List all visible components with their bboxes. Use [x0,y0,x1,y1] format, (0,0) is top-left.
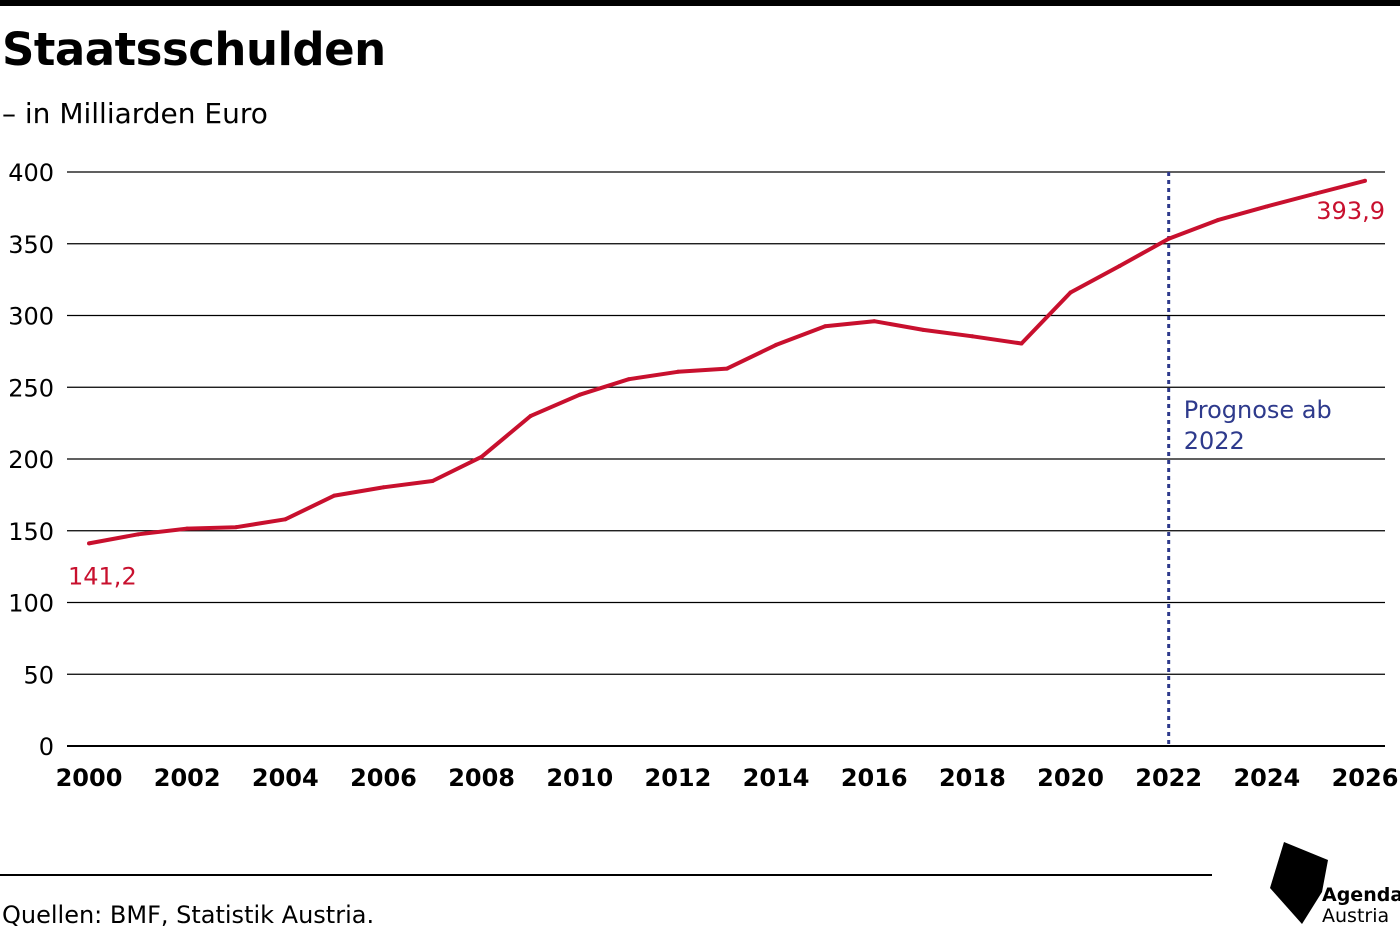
y-tick-label: 0 [39,733,54,761]
data-point [774,342,779,347]
series-line-staatsschulden [88,178,1366,546]
data-point [234,525,239,530]
data-point [87,541,91,546]
x-tick-label: 2012 [645,764,712,792]
x-tick-label: 2008 [448,764,515,792]
data-point [479,454,484,459]
x-tick-label: 2024 [1233,764,1300,792]
y-tick-label: 250 [8,374,54,402]
agenda-austria-logo [1270,842,1328,924]
chart-title: Staatsschulden [2,23,386,76]
data-point [725,366,729,371]
top-rule [0,0,1400,6]
data-point [283,517,288,522]
x-tick-label: 2000 [56,764,123,792]
line-chart: 0 50 100 150 200 250 300 350 400 2000 2002 2004 200… [8,159,1399,792]
start-value-label: 141,2 [68,562,137,590]
x-tick-label: 2026 [1332,764,1399,792]
data-point [1313,191,1318,196]
x-tick-label: 2018 [939,764,1006,792]
footer-rule [0,874,1212,876]
data-point [921,327,926,332]
y-tick-label: 200 [8,446,54,474]
x-tick-label: 2010 [546,764,613,792]
logo-text-agenda: Agenda [1322,884,1400,906]
data-point [1215,218,1220,223]
chart-subtitle: – in Milliarden Euro [2,97,268,130]
x-tick-label: 2006 [350,764,417,792]
x-tick-label: 2014 [743,764,810,792]
end-value-label: 393,9 [1316,197,1385,225]
y-tick-label: 350 [8,231,54,259]
y-tick-label: 400 [8,159,54,187]
data-point [332,493,337,498]
x-tick-label: 2022 [1135,764,1202,792]
data-point [430,478,435,483]
x-tick-label: 2020 [1037,764,1104,792]
data-point [1117,263,1122,268]
x-tick-label: 2004 [252,764,319,792]
logo-text-austria: Austria [1322,905,1390,927]
y-tick-label: 50 [23,661,54,689]
forecast-label-line2: 2022 [1184,427,1245,455]
forecast-label-line1: Prognose ab [1184,396,1332,424]
data-point [1363,178,1367,183]
y-tick-label: 150 [8,518,54,546]
data-point [381,485,386,490]
source-note: Quellen: BMF, Statistik Austria. [2,901,375,929]
x-tick-label: 2016 [841,764,908,792]
logo-mark-icon [1270,842,1328,924]
data-point [626,377,631,382]
data-point [675,369,680,374]
data-point [577,392,582,397]
data-point [528,413,533,418]
data-point [823,324,828,329]
data-point [1019,341,1024,346]
y-tick-label: 300 [8,303,54,331]
data-point [1068,290,1073,295]
y-tick-label: 100 [8,590,54,618]
data-point [872,319,877,324]
data-point [1264,204,1269,209]
data-point [136,532,141,537]
data-point [1166,236,1171,241]
data-point [185,526,190,531]
x-tick-label: 2002 [154,764,221,792]
data-point [970,334,975,339]
